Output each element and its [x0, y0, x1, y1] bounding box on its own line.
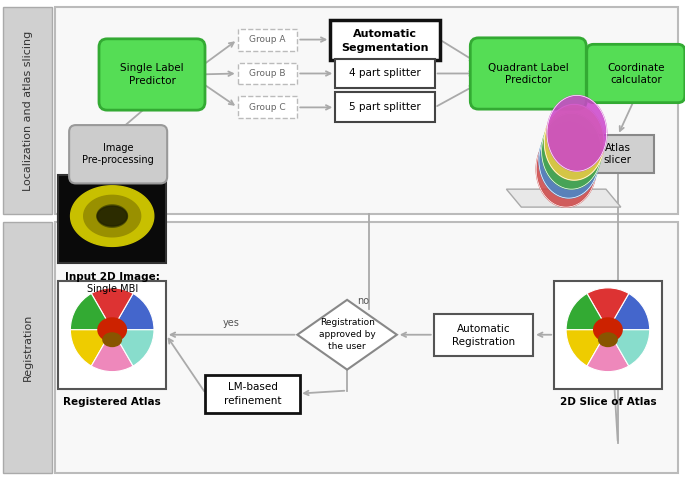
- Text: Group C: Group C: [249, 103, 286, 112]
- Wedge shape: [566, 330, 608, 366]
- Text: Group B: Group B: [249, 69, 286, 78]
- FancyBboxPatch shape: [587, 45, 685, 103]
- FancyBboxPatch shape: [99, 39, 205, 110]
- Wedge shape: [112, 330, 154, 366]
- Bar: [335, 59, 435, 89]
- Ellipse shape: [102, 332, 122, 347]
- Bar: [58, 281, 166, 389]
- Text: Group A: Group A: [249, 35, 286, 44]
- Bar: [330, 20, 440, 60]
- Text: Segmentation: Segmentation: [341, 43, 429, 53]
- Wedge shape: [91, 288, 133, 330]
- Bar: [58, 175, 166, 263]
- Text: Pre-processing: Pre-processing: [82, 155, 154, 165]
- Text: Localization and atlas slicing: Localization and atlas slicing: [23, 30, 33, 191]
- Text: yes: yes: [223, 318, 240, 328]
- Text: Input 2D Image:: Input 2D Image:: [65, 272, 160, 282]
- Text: 2D Slice of Atlas: 2D Slice of Atlas: [560, 396, 656, 407]
- Bar: [206, 375, 300, 412]
- Bar: [434, 314, 533, 356]
- Polygon shape: [536, 131, 596, 207]
- Bar: [3, 7, 53, 214]
- Bar: [238, 96, 297, 119]
- Text: 4 part splitter: 4 part splitter: [349, 68, 421, 78]
- Polygon shape: [71, 186, 154, 246]
- Text: Image: Image: [103, 143, 134, 153]
- Wedge shape: [71, 293, 112, 330]
- Bar: [55, 7, 677, 214]
- Wedge shape: [608, 293, 649, 330]
- Text: Registration: Registration: [320, 318, 375, 327]
- Text: Registration: Registration: [452, 337, 515, 347]
- Bar: [554, 281, 662, 389]
- Text: slicer: slicer: [604, 155, 632, 165]
- Text: approved by: approved by: [319, 330, 375, 339]
- Bar: [335, 92, 435, 122]
- Bar: [238, 62, 297, 84]
- Polygon shape: [97, 205, 127, 227]
- Text: 5 part splitter: 5 part splitter: [349, 103, 421, 112]
- Polygon shape: [297, 300, 397, 370]
- Text: Registered Atlas: Registered Atlas: [63, 396, 161, 407]
- Text: Predictor: Predictor: [129, 76, 175, 87]
- Polygon shape: [506, 189, 621, 207]
- Wedge shape: [91, 330, 133, 372]
- Bar: [55, 222, 677, 473]
- Wedge shape: [608, 330, 649, 366]
- Text: Atlas: Atlas: [605, 143, 631, 153]
- Polygon shape: [545, 105, 604, 180]
- Bar: [238, 29, 297, 50]
- Ellipse shape: [97, 318, 127, 342]
- Wedge shape: [71, 330, 112, 366]
- Text: Single MBI: Single MBI: [86, 284, 138, 294]
- Polygon shape: [547, 95, 607, 171]
- Ellipse shape: [593, 318, 623, 342]
- Text: Registration: Registration: [23, 314, 33, 381]
- Wedge shape: [587, 288, 629, 330]
- Text: no: no: [357, 296, 369, 306]
- Wedge shape: [566, 293, 608, 330]
- Text: refinement: refinement: [224, 395, 282, 406]
- Text: the user: the user: [328, 342, 366, 351]
- FancyBboxPatch shape: [69, 125, 167, 183]
- Ellipse shape: [598, 332, 618, 347]
- Text: Coordinate: Coordinate: [607, 62, 664, 73]
- Text: Automatic: Automatic: [457, 324, 510, 334]
- Bar: [3, 222, 53, 473]
- Text: LM-based: LM-based: [227, 381, 277, 392]
- Text: Quadrant Label: Quadrant Label: [488, 62, 569, 73]
- Polygon shape: [84, 196, 140, 237]
- Text: Single Label: Single Label: [120, 63, 184, 74]
- Text: calculator: calculator: [610, 76, 662, 86]
- Bar: [582, 136, 653, 173]
- Wedge shape: [112, 293, 154, 330]
- Text: Automatic: Automatic: [353, 29, 417, 39]
- Text: Predictor: Predictor: [505, 76, 551, 86]
- Wedge shape: [587, 330, 629, 372]
- Polygon shape: [97, 206, 127, 226]
- Polygon shape: [539, 122, 599, 198]
- FancyBboxPatch shape: [471, 38, 586, 109]
- Polygon shape: [542, 113, 601, 189]
